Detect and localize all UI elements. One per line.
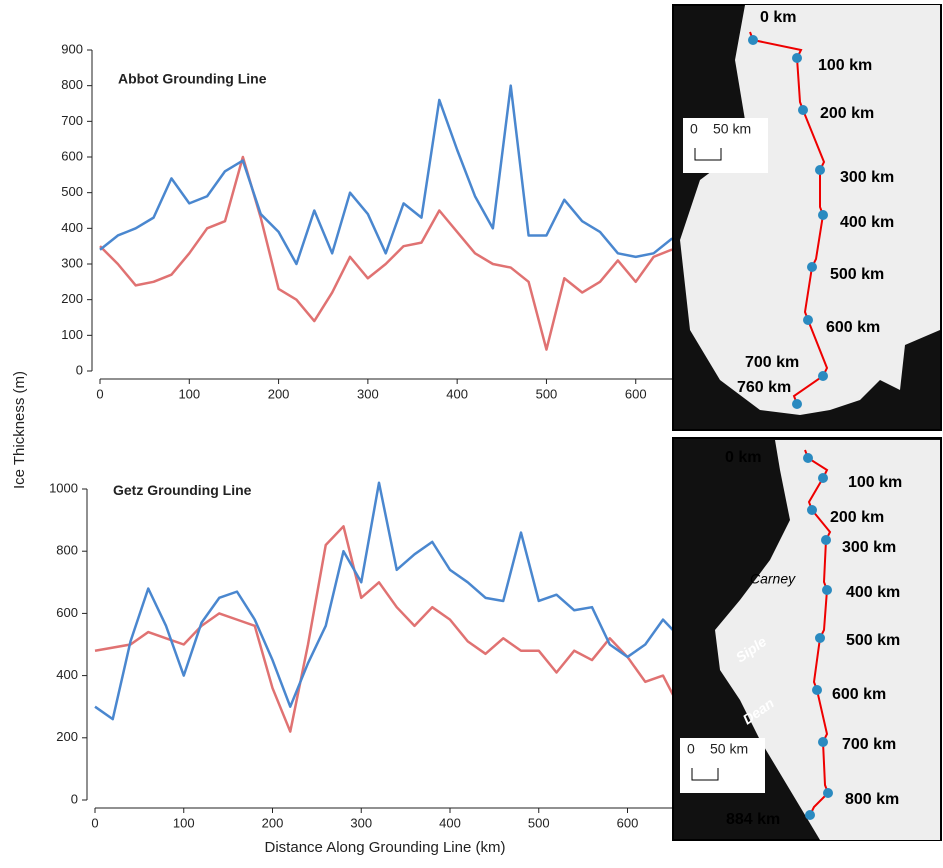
km-label: 0 km — [760, 9, 796, 26]
km-label: 600 km — [832, 686, 886, 703]
x-tick-label: 0 — [96, 386, 103, 401]
scale-box — [680, 738, 765, 793]
km-marker — [822, 585, 832, 595]
chart-title: Abbot Grounding Line — [118, 71, 267, 87]
x-tick-label: 500 — [536, 386, 558, 401]
y-tick-label: 400 — [56, 667, 78, 682]
y-tick-label: 800 — [61, 77, 83, 92]
km-marker — [818, 737, 828, 747]
line — [99, 155, 780, 351]
km-marker — [818, 371, 828, 381]
km-label: 760 km — [737, 379, 791, 396]
y-tick-label: 300 — [61, 255, 83, 270]
km-label: 700 km — [842, 736, 896, 753]
y-tick-label: 0 — [71, 791, 78, 806]
km-marker — [807, 262, 817, 272]
y-tick-label: 200 — [56, 729, 78, 744]
y-tick-label: 700 — [61, 113, 83, 128]
y-tick-label: 100 — [61, 327, 83, 342]
y-tick-label: 600 — [61, 148, 83, 163]
chart-title: Getz Grounding Line — [113, 482, 252, 498]
y-tick-label: 200 — [61, 291, 83, 306]
x-axis-label: Distance Along Grounding Line (km) — [265, 839, 506, 856]
km-label: 600 km — [826, 319, 880, 336]
x-tick-label: 300 — [357, 386, 379, 401]
y-tick-label: 400 — [61, 220, 83, 235]
x-tick-label: 200 — [262, 815, 284, 830]
km-marker — [812, 685, 822, 695]
km-marker — [818, 210, 828, 220]
km-marker — [803, 453, 813, 463]
km-marker — [821, 535, 831, 545]
km-marker — [807, 505, 817, 515]
y-axis-label: Ice Thickness (m) — [11, 371, 28, 489]
x-tick-label: 500 — [528, 815, 550, 830]
scale-label: 0 — [690, 121, 698, 137]
km-marker — [803, 315, 813, 325]
y-tick-label: 0 — [76, 362, 83, 377]
km-label: 200 km — [820, 105, 874, 122]
y-tick-label: 800 — [56, 543, 78, 558]
km-label: 884 km — [726, 811, 780, 828]
km-marker — [798, 105, 808, 115]
km-label: 300 km — [840, 169, 894, 186]
km-marker — [815, 165, 825, 175]
scale-bar — [691, 768, 719, 781]
km-label: 500 km — [846, 632, 900, 649]
y-tick-label: 500 — [61, 184, 83, 199]
scale-label: 50 km — [713, 121, 751, 137]
km-marker — [818, 473, 828, 483]
km-marker — [748, 35, 758, 45]
km-marker — [792, 399, 802, 409]
x-tick-label: 600 — [625, 386, 647, 401]
km-label: 300 km — [842, 539, 896, 556]
x-tick-label: 100 — [178, 386, 200, 401]
km-marker — [823, 788, 833, 798]
scale-label: 50 km — [710, 741, 748, 757]
km-label: 0 km — [725, 449, 761, 466]
km-marker — [815, 633, 825, 643]
km-marker — [805, 810, 815, 820]
x-tick-label: 600 — [617, 815, 639, 830]
x-tick-label: 400 — [439, 815, 461, 830]
x-tick-label: 400 — [446, 386, 468, 401]
y-tick-label: 600 — [56, 605, 78, 620]
km-label: 400 km — [846, 584, 900, 601]
line — [99, 84, 780, 291]
x-tick-label: 100 — [173, 815, 195, 830]
x-tick-label: 0 — [91, 815, 98, 830]
km-label: 100 km — [818, 57, 872, 74]
km-label: 200 km — [830, 509, 884, 526]
km-label: 700 km — [745, 354, 799, 371]
y-tick-label: 900 — [61, 41, 83, 56]
land — [715, 440, 940, 840]
scale-box — [683, 118, 768, 173]
place-label: Carney — [750, 571, 796, 587]
km-label: 800 km — [845, 791, 899, 808]
x-tick-label: 300 — [350, 815, 372, 830]
km-label: 400 km — [840, 214, 894, 231]
x-tick-label: 200 — [268, 386, 290, 401]
km-marker — [792, 53, 802, 63]
km-label: 500 km — [830, 266, 884, 283]
land — [680, 5, 940, 415]
km-label: 100 km — [848, 474, 902, 491]
scale-label: 0 — [687, 741, 695, 757]
scale-bar — [694, 148, 722, 161]
y-tick-label: 1000 — [49, 480, 78, 495]
